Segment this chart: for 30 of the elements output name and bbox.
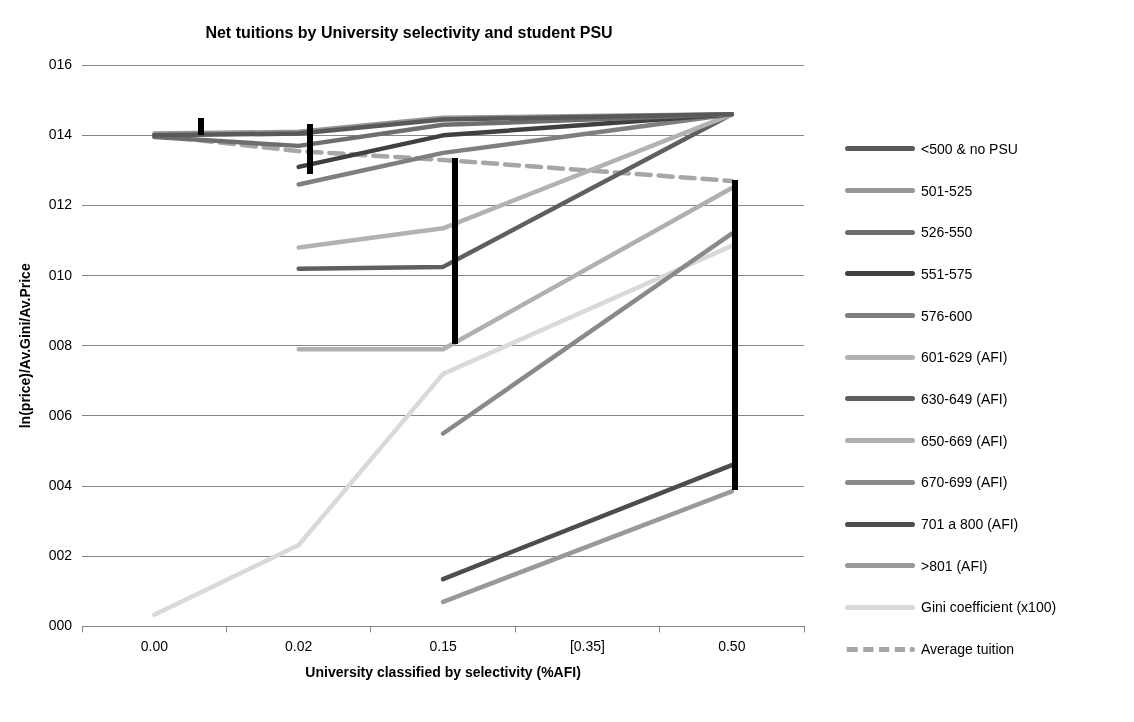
y-tick-label: 016 [48, 56, 73, 73]
y-tick-label: 004 [48, 476, 73, 493]
legend-label: 576-600 [921, 307, 973, 324]
legend-label: 526-550 [921, 224, 973, 241]
legend-label: 551-575 [921, 265, 973, 282]
legend-label: <500 & no PSU [921, 140, 1018, 157]
y-axis-title: ln(price)/Av.Gini/Av.Price [17, 263, 34, 429]
x-tick-label: [0.35] [569, 637, 605, 654]
x-tick-label: 0.15 [429, 637, 457, 654]
legend-label: 501-525 [921, 182, 973, 199]
chart-title: Net tuitions by University selectivity and student PSU [205, 24, 613, 42]
y-tick-label: 010 [48, 266, 73, 283]
legend-label: Average tuition [921, 641, 1015, 658]
legend-label: 650-669 (AFI) [921, 432, 1008, 449]
x-tick-label: 0.50 [718, 637, 746, 654]
legend-label: Gini coefficient (x100) [921, 599, 1057, 616]
y-tick-label: 006 [48, 406, 73, 423]
y-tick-label: 014 [48, 126, 73, 143]
y-tick-label: 012 [48, 196, 73, 213]
legend-label: >801 (AFI) [921, 557, 988, 574]
legend-label: 670-699 (AFI) [921, 474, 1008, 491]
legend-label: 701 a 800 (AFI) [921, 516, 1019, 533]
legend-label: 601-629 (AFI) [921, 349, 1008, 366]
x-axis-title: University classified by selectivity (%AFI) [305, 664, 581, 681]
legend-label: 630-649 (AFI) [921, 390, 1008, 407]
x-tick-label: 0.02 [285, 637, 313, 654]
y-tick-label: 008 [48, 336, 73, 353]
x-tick-label: 0.00 [140, 637, 169, 654]
y-tick-label: 002 [48, 547, 73, 564]
y-tick-label: 000 [48, 617, 73, 634]
